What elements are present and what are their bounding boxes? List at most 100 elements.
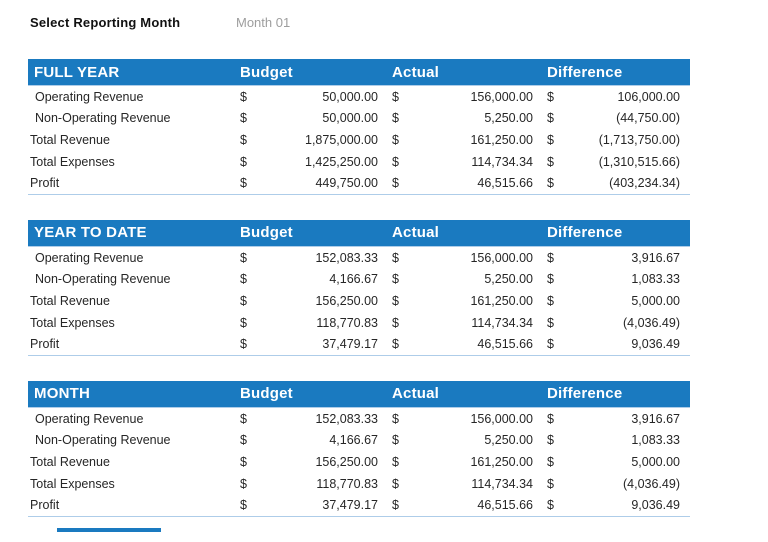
- cell-actual: $114,734.34: [388, 155, 543, 169]
- row-label: Operating Revenue: [35, 250, 144, 265]
- cell-actual: $46,515.66: [388, 176, 543, 190]
- amount-diff: (4,036.49): [623, 476, 680, 491]
- cell-budget: $1,875,000.00: [236, 133, 388, 147]
- currency-symbol: $: [392, 176, 399, 191]
- amount-actual: 161,250.00: [470, 293, 533, 308]
- cell-budget: $37,479.17: [236, 337, 388, 351]
- reporting-month-bar: Select Reporting Month Month 01: [30, 15, 730, 31]
- cell-actual: $156,000.00: [388, 90, 543, 104]
- column-header-budget: Budget: [240, 224, 293, 242]
- table-row: Profit $37,479.17 $46,515.66 $9,036.49: [28, 494, 690, 516]
- column-header-budget: Budget: [240, 385, 293, 403]
- next-section-header-partial: [57, 528, 161, 532]
- cell-diff: $ (44,750.00): [543, 111, 690, 125]
- amount-budget: 1,875,000.00: [305, 132, 378, 147]
- cell-diff: $9,036.49: [543, 498, 690, 512]
- amount-actual: 114,734.34: [471, 476, 533, 491]
- currency-symbol: $: [240, 337, 247, 352]
- cell-diff: $1,083.33: [543, 272, 690, 286]
- amount-actual: 161,250.00: [470, 454, 533, 469]
- cell-diff: $ (1,310,515.66): [543, 155, 690, 169]
- cell-budget: $449,750.00: [236, 176, 388, 190]
- amount-budget: 50,000.00: [322, 111, 378, 126]
- cell-actual: $5,250.00: [388, 111, 543, 125]
- table-body: Operating Revenue $152,083.33 $156,000.00 $…: [28, 245, 690, 356]
- currency-symbol: $: [392, 293, 399, 308]
- section-title: MONTH: [34, 385, 90, 403]
- amount-diff: (44,750.00): [616, 111, 680, 126]
- row-label: Profit: [30, 176, 60, 191]
- currency-symbol: $: [547, 433, 554, 448]
- currency-symbol: $: [547, 337, 554, 352]
- cell-diff: $5,000.00: [543, 455, 690, 469]
- column-header-actual: Actual: [392, 224, 440, 242]
- row-label: Total Revenue: [30, 454, 110, 469]
- amount-budget: 37,479.17: [322, 498, 378, 513]
- table-row: Total Expenses $118,770.83 $114,734.34 $ (4,…: [28, 473, 690, 495]
- row-label: Profit: [30, 337, 60, 352]
- amount-diff: 5,000.00: [631, 454, 680, 469]
- cell-diff: $106,000.00: [543, 90, 690, 104]
- currency-symbol: $: [240, 454, 247, 469]
- amount-budget: 118,770.83: [316, 315, 378, 330]
- amount-budget: 50,000.00: [322, 89, 378, 104]
- amount-budget: 449,750.00: [315, 176, 378, 191]
- cell-actual: $46,515.66: [388, 498, 543, 512]
- column-header-difference: Difference: [547, 63, 623, 81]
- table-row: Profit $449,750.00 $46,515.66 $ (403,234.34): [28, 172, 690, 194]
- amount-actual: 114,734.34: [471, 154, 533, 169]
- cell-actual: $161,250.00: [388, 455, 543, 469]
- table-row: Total Expenses $118,770.83 $114,734.34 $ (4,…: [28, 312, 690, 334]
- table-row: Non-Operating Revenue $50,000.00 $5,250.00…: [28, 108, 690, 130]
- table-row: Non-Operating Revenue $4,166.67 $5,250.00 $…: [28, 269, 690, 291]
- select-reporting-month-label: Select Reporting Month: [30, 15, 181, 30]
- currency-symbol: $: [240, 411, 247, 426]
- currency-symbol: $: [240, 89, 247, 104]
- reporting-month-value[interactable]: Month 01: [236, 15, 291, 30]
- section-table-full-year: FULL YEAR Budget Actual Difference Operating…: [28, 59, 690, 195]
- currency-symbol: $: [547, 272, 554, 287]
- row-label: Profit: [30, 498, 60, 513]
- cell-diff: $5,000.00: [543, 294, 690, 308]
- amount-budget: 156,250.00: [315, 293, 378, 308]
- report-tables: FULL YEAR Budget Actual Difference Operating…: [28, 59, 690, 542]
- cell-diff: $ (403,234.34): [543, 176, 690, 190]
- currency-symbol: $: [547, 250, 554, 265]
- currency-symbol: $: [240, 111, 247, 126]
- amount-diff: 9,036.49: [631, 337, 680, 352]
- cell-actual: $161,250.00: [388, 294, 543, 308]
- cell-budget: $1,425,250.00: [236, 155, 388, 169]
- amount-diff: 106,000.00: [617, 89, 680, 104]
- section-title: FULL YEAR: [34, 63, 120, 81]
- row-label: Operating Revenue: [35, 89, 144, 104]
- row-label: Total Expenses: [30, 154, 115, 169]
- currency-symbol: $: [547, 154, 554, 169]
- table-row: Operating Revenue $50,000.00 $156,000.00 $1…: [28, 86, 690, 108]
- cell-budget: $37,479.17: [236, 498, 388, 512]
- table-row: Total Revenue $156,250.00 $161,250.00 $5,00…: [28, 451, 690, 473]
- amount-diff: (1,310,515.66): [598, 154, 680, 169]
- amount-diff: 9,036.49: [631, 498, 680, 513]
- table-header-full-year: FULL YEAR Budget Actual Difference: [28, 59, 690, 85]
- cell-diff: $1,083.33: [543, 433, 690, 447]
- amount-budget: 1,425,250.00: [305, 154, 378, 169]
- cell-actual: $46,515.66: [388, 337, 543, 351]
- currency-symbol: $: [240, 250, 247, 265]
- amount-actual: 5,250.00: [484, 111, 533, 126]
- currency-symbol: $: [392, 111, 399, 126]
- row-label: Non-Operating Revenue: [35, 433, 171, 448]
- currency-symbol: $: [392, 337, 399, 352]
- currency-symbol: $: [392, 250, 399, 265]
- amount-actual: 46,515.66: [477, 498, 533, 513]
- currency-symbol: $: [392, 411, 399, 426]
- currency-symbol: $: [240, 315, 247, 330]
- cell-actual: $161,250.00: [388, 133, 543, 147]
- cell-actual: $5,250.00: [388, 433, 543, 447]
- currency-symbol: $: [547, 293, 554, 308]
- amount-actual: 46,515.66: [477, 176, 533, 191]
- section-table-year-to-date: YEAR TO DATE Budget Actual Difference Operat…: [28, 219, 690, 356]
- currency-symbol: $: [547, 89, 554, 104]
- currency-symbol: $: [240, 433, 247, 448]
- amount-diff: (403,234.34): [609, 176, 680, 191]
- currency-symbol: $: [547, 132, 554, 147]
